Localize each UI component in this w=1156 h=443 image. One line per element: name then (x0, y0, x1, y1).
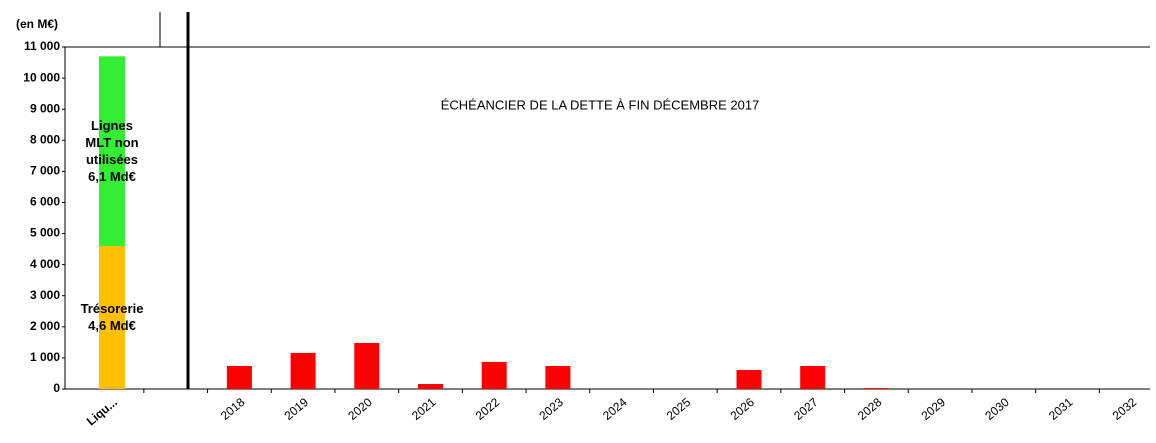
chart-title: ÉCHÉANCIER DE LA DETTE À FIN DÉCEMBRE 20… (441, 97, 760, 112)
x-tick-label: 2020 (345, 395, 375, 423)
x-tick-label: 2022 (473, 395, 503, 423)
y-tick-label: 10 000 (23, 70, 60, 84)
series-name: Trésorerie (80, 301, 144, 317)
y-tick-label: 9 000 (30, 101, 60, 115)
x-tick-label: Liqu... (84, 395, 120, 428)
y-tick-label: 1 000 (30, 350, 60, 364)
x-tick-label: 2023 (536, 395, 566, 423)
y-tick-label: 4 000 (30, 257, 60, 271)
bar (800, 365, 826, 389)
y-tick-label: 0 (53, 381, 60, 395)
bar (545, 365, 571, 389)
bar (736, 370, 762, 389)
y-tick-label: 2 000 (30, 319, 60, 333)
data-label: 6,1 Md€ (88, 169, 136, 185)
x-tick-label: 2027 (791, 395, 821, 423)
bar (99, 56, 125, 246)
x-tick-label: 2030 (982, 395, 1012, 423)
x-tick-label: 2026 (728, 395, 758, 423)
bar (418, 384, 443, 389)
y-tick-label: 8 000 (30, 132, 60, 146)
bar (226, 365, 252, 389)
x-tick-label: 2032 (1110, 395, 1140, 423)
x-tick-label: 2021 (409, 395, 439, 423)
y-tick-label: 5 000 (30, 226, 60, 240)
annotation-box: Lignes MLT non utilisées 6,1 Md€ (67, 56, 157, 246)
x-tick-label: 2019 (282, 395, 312, 423)
bar (354, 342, 380, 389)
y-axis-label: (en M€) (16, 17, 58, 31)
x-tick-label: 2018 (218, 395, 248, 423)
y-tick-label: 11 000 (24, 39, 60, 53)
x-tick-label: 2028 (855, 395, 885, 423)
x-tick-label: 2031 (1046, 395, 1076, 423)
x-tick-label: 2025 (664, 395, 694, 423)
bar (290, 352, 316, 389)
bar (99, 245, 125, 389)
x-tick-label: 2024 (600, 395, 630, 423)
bar (863, 388, 889, 389)
annotation-box: Trésorerie 4,6 Md€ (67, 246, 157, 389)
y-tick-label: 3 000 (30, 288, 60, 302)
y-tick-label: 6 000 (30, 195, 60, 209)
x-tick-label: 2029 (919, 395, 949, 423)
bar (481, 361, 507, 389)
series-name: Lignes MLT non utilisées (85, 118, 139, 168)
y-tick-label: 7 000 (30, 164, 60, 178)
data-label: 4,6 Md€ (88, 318, 136, 334)
